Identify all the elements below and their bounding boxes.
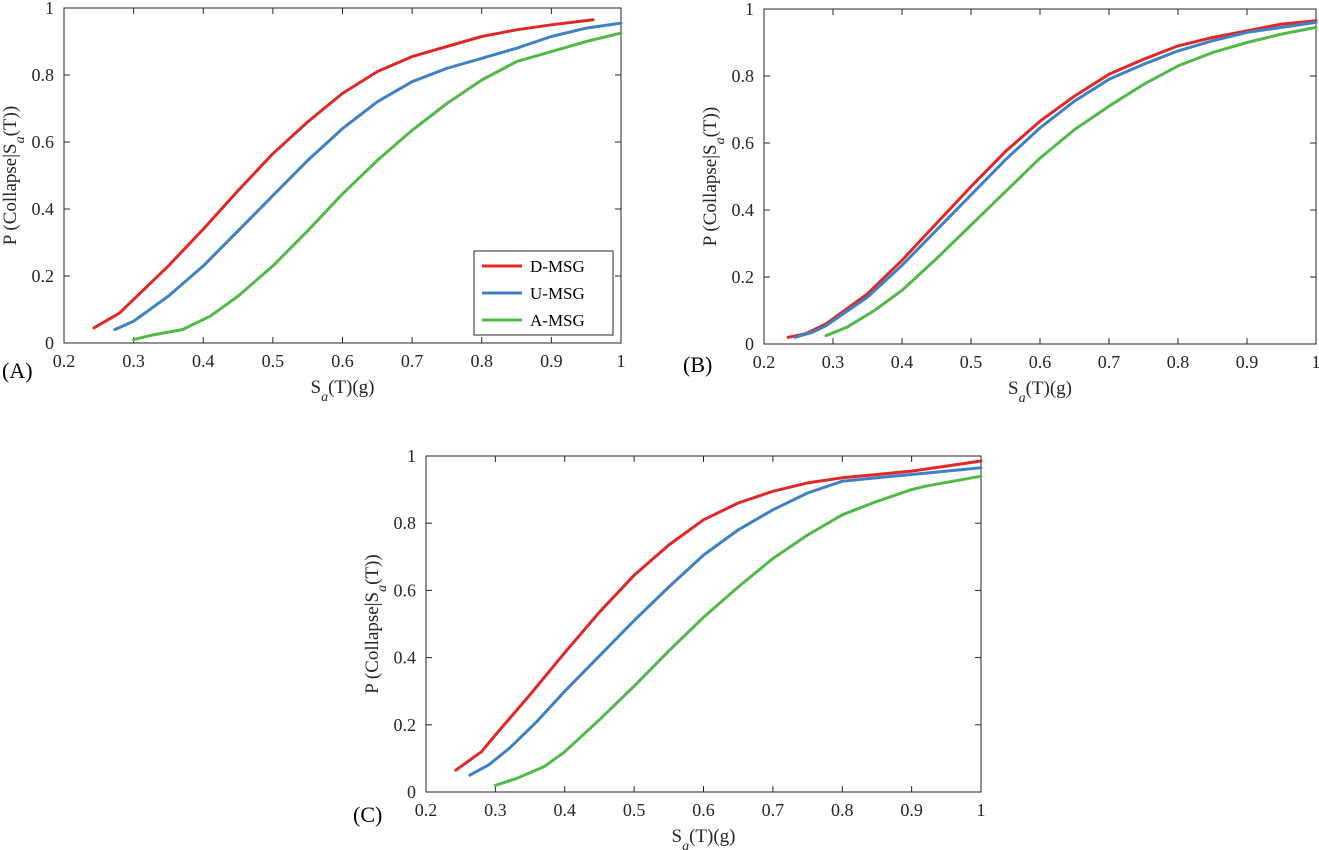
panel-label: (A) <box>2 358 33 383</box>
series-line-u-msg <box>793 20 1318 339</box>
y-tick-label: 0.6 <box>394 580 417 600</box>
y-tick-label: 1 <box>407 446 416 466</box>
series-line-a-msg <box>493 474 983 787</box>
y-tick-label: 1 <box>745 0 754 19</box>
y-tick-label: 0.2 <box>732 267 755 287</box>
y-tick-label: 0 <box>407 782 416 802</box>
x-tick-label: 0.3 <box>122 351 145 371</box>
x-tick-label: 1 <box>617 351 626 371</box>
x-tick-label: 0.6 <box>692 800 715 820</box>
x-tick-label: 0.5 <box>960 352 983 372</box>
y-tick-label: 0.4 <box>394 648 417 668</box>
x-tick-label: 0.4 <box>891 352 914 372</box>
x-tick-label: 1 <box>977 800 986 820</box>
x-tick-label: 0.2 <box>53 351 76 371</box>
series-line-d-msg <box>786 19 1318 339</box>
y-tick-label: 0.2 <box>32 266 55 286</box>
x-tick-label: 0.6 <box>331 351 354 371</box>
x-tick-label: 0.9 <box>1236 352 1259 372</box>
y-tick-label: 0.6 <box>732 133 755 153</box>
x-axis-title: Sa(T)(g) <box>1008 378 1072 406</box>
y-tick-label: 0 <box>45 333 54 353</box>
x-tick-label: 0.4 <box>192 351 215 371</box>
y-tick-label: 0.8 <box>32 65 55 85</box>
x-axis-title: Sa(T)(g) <box>672 826 736 850</box>
y-tick-label: 0.8 <box>732 66 755 86</box>
x-tick-label: 0.3 <box>822 352 845 372</box>
x-tick-label: 0.9 <box>540 351 563 371</box>
x-tick-label: 0.5 <box>262 351 285 371</box>
x-tick-label: 0.8 <box>831 800 854 820</box>
series-line-d-msg <box>454 459 983 772</box>
plot-frame <box>763 8 1317 345</box>
y-tick-label: 0.4 <box>32 199 55 219</box>
legend-label-u-msg: U-MSG <box>530 284 585 303</box>
x-tick-label: 0.7 <box>401 351 424 371</box>
legend-label-d-msg: D-MSG <box>530 257 585 276</box>
series-line-d-msg <box>92 18 595 330</box>
y-tick-label: 0.6 <box>32 132 55 152</box>
y-axis-title: P (Collapse|Sa(T)) <box>0 106 28 245</box>
x-tick-label: 0.2 <box>753 352 776 372</box>
x-tick-label: 1 <box>1312 352 1319 372</box>
y-axis-title: P (Collapse|Sa(T)) <box>700 107 728 246</box>
plot-frame <box>425 455 982 793</box>
y-axis-title: P (Collapse|Sa(T)) <box>362 554 390 693</box>
chart-panel-3: 0.2 0.3 0.4 0.5 0.6 0.7 0.8 0.9 100.20.40.60.81S… <box>353 446 986 850</box>
legend: D-MSG U-MSG A-MSG <box>473 250 614 336</box>
series-line-a-msg <box>824 25 1318 338</box>
y-tick-label: 1 <box>45 0 54 18</box>
x-tick-label: 0.7 <box>762 800 785 820</box>
y-tick-label: 0.8 <box>394 513 417 533</box>
series-line-u-msg <box>468 466 983 777</box>
y-tick-label: 0.4 <box>732 200 755 220</box>
x-tick-label: 0.6 <box>1029 352 1052 372</box>
x-axis-title: Sa(T)(g) <box>311 377 375 405</box>
x-tick-label: 0.8 <box>1167 352 1190 372</box>
x-tick-label: 0.2 <box>415 800 438 820</box>
y-tick-label: 0 <box>745 334 754 354</box>
x-tick-label: 0.7 <box>1098 352 1121 372</box>
y-tick-label: 0.2 <box>394 715 417 735</box>
panel-label: (C) <box>353 802 382 827</box>
series-line-a-msg <box>132 31 623 342</box>
panel-label: (B) <box>683 352 712 377</box>
x-tick-label: 0.4 <box>554 800 577 820</box>
x-tick-label: 0.3 <box>484 800 507 820</box>
legend-label-a-msg: A-MSG <box>530 311 585 330</box>
x-tick-label: 0.5 <box>623 800 646 820</box>
series-line-u-msg <box>113 21 623 332</box>
chart-panel-2: 0.2 0.3 0.4 0.5 0.6 0.7 0.8 0.9 100.20.40.60.81S… <box>683 0 1319 406</box>
x-tick-label: 0.9 <box>900 800 923 820</box>
x-tick-label: 0.8 <box>471 351 494 371</box>
chart-panel-1: 0.2 0.3 0.4 0.5 0.6 0.7 0.8 0.9 100.20.40.60.81S… <box>0 0 626 405</box>
